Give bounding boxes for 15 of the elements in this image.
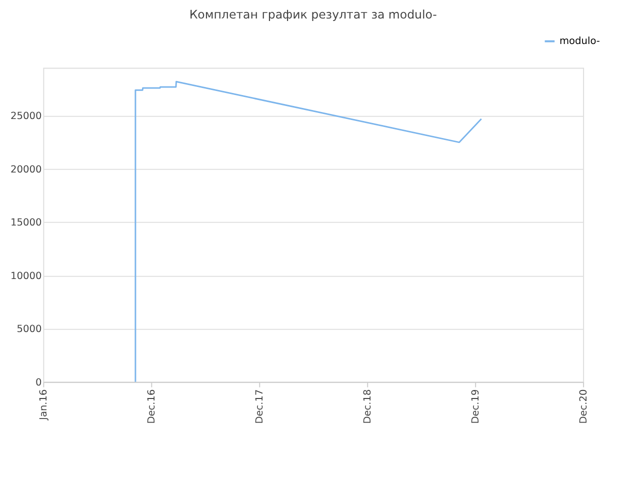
chart-title: Комплетан график резултат за modulo- — [189, 8, 437, 22]
line-series — [134, 80, 482, 383]
y-tick-label: 20000 — [10, 164, 42, 176]
y-tick-label: 5000 — [16, 324, 42, 336]
y-tick-label: 10000 — [10, 270, 42, 282]
x-tick-label: Dec.16 — [146, 389, 158, 424]
x-tick-label: Jan.16 — [38, 389, 50, 421]
y-tick-label: 25000 — [10, 111, 42, 122]
x-tick-label: Dec.20 — [578, 389, 590, 424]
y-tick-label: 15000 — [10, 218, 42, 229]
y-tick-label: 0 — [35, 377, 42, 388]
x-tick-label: Dec.18 — [362, 389, 374, 424]
legend-label: modulo- — [560, 36, 600, 48]
x-tick-label: Dec.17 — [254, 389, 266, 424]
x-tick-label: Dec.19 — [470, 389, 482, 424]
